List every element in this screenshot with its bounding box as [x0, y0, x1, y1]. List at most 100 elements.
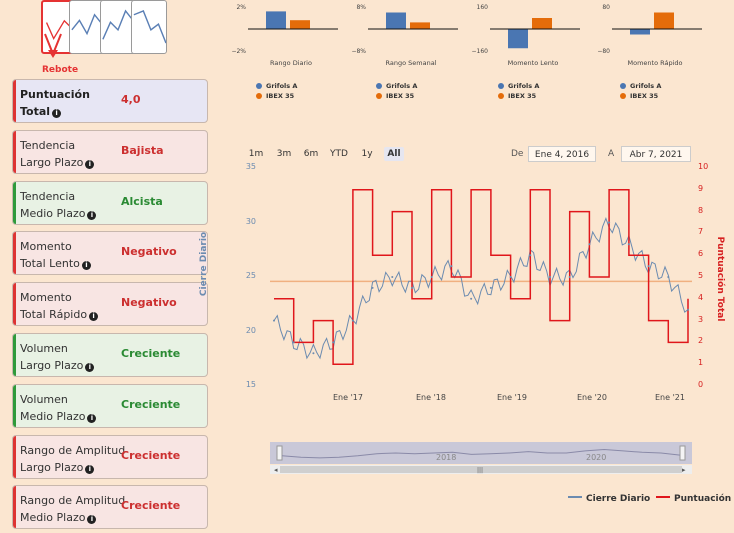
indicator-card[interactable]: Rango de Amplitud Largo Plazo i Creciente: [12, 434, 208, 479]
indicator-card[interactable]: Momento Total Rápido i Negativo: [12, 282, 208, 327]
right-tick: 2: [698, 336, 704, 346]
price-point: [430, 276, 433, 278]
navigator-label-2020: 2020: [586, 453, 607, 462]
navigator-handle-right[interactable]: [679, 445, 686, 461]
info-icon[interactable]: i: [89, 312, 99, 322]
scroll-grip-icon: |||: [477, 467, 483, 474]
range-button-6m[interactable]: 6m: [303, 149, 319, 159]
indicator-accent: [13, 334, 16, 376]
mini-bar: [266, 11, 286, 29]
range-button-ytd[interactable]: YTD: [330, 149, 348, 159]
legend-label: Grifols A: [630, 82, 662, 90]
indicator-label-line1: Momento: [20, 240, 72, 254]
pattern-thumb-4[interactable]: [131, 0, 167, 54]
indicator-label-line2: Largo Plazo: [20, 155, 84, 169]
mini-legend-series1[interactable]: Grifols A: [376, 82, 417, 90]
indicator-card[interactable]: Volumen Largo Plazo i Creciente: [12, 333, 208, 377]
right-tick: 3: [698, 314, 704, 324]
indicator-card[interactable]: Rango de Amplitud Medio Plazo i Creciente: [12, 485, 208, 530]
info-icon[interactable]: i: [87, 413, 97, 423]
navigator-handle-left[interactable]: [276, 445, 283, 461]
info-icon[interactable]: i: [52, 109, 62, 118]
indicator-label: Volumen Largo Plazo i: [20, 340, 95, 374]
scroll-right-icon[interactable]: ▸: [682, 466, 686, 474]
price-point: [568, 276, 571, 278]
info-icon[interactable]: i: [87, 210, 97, 220]
mini-chart-ymin: −2%: [231, 48, 246, 55]
indicator-card[interactable]: Volumen Medio Plazo i Creciente: [12, 383, 208, 428]
navigator-scroll-thumb[interactable]: [280, 466, 682, 473]
range-button-all[interactable]: All: [384, 147, 404, 161]
info-icon[interactable]: i: [81, 261, 91, 271]
price-point: [332, 341, 335, 344]
indicator-label-line2: Largo Plazo: [20, 460, 84, 474]
navigator[interactable]: ◂ ▸ |||: [270, 440, 692, 474]
legend-dot: [498, 83, 504, 89]
mini-chart-4[interactable]: [612, 2, 702, 54]
indicator-card[interactable]: Tendencia Medio Plazo i Alcista: [12, 180, 208, 225]
legend-price[interactable]: Cierre Diario: [568, 494, 650, 504]
indicator-label-line1: Tendencia: [20, 189, 76, 203]
legend-dot: [376, 93, 382, 99]
info-icon[interactable]: i: [85, 464, 95, 474]
mini-legend-series2[interactable]: IBEX 35: [620, 92, 658, 100]
indicator-value: 4,0: [121, 93, 141, 106]
indicator-label-line1: Puntuación: [20, 88, 90, 101]
price-point: [687, 308, 689, 311]
mini-chart-2[interactable]: [368, 2, 458, 54]
left-tick: 20: [245, 325, 256, 335]
mini-chart-1[interactable]: [248, 2, 338, 54]
right-tick: 10: [698, 162, 709, 171]
right-tick: 9: [698, 183, 704, 193]
mini-legend-series1[interactable]: Grifols A: [498, 82, 539, 90]
right-tick: 0: [698, 380, 704, 389]
mini-chart-ymin: −8%: [351, 48, 366, 55]
indicator-card[interactable]: Tendencia Largo Plazo i Bajista: [12, 129, 208, 174]
price-point: [509, 276, 512, 278]
mini-chart-ymax: 160: [476, 4, 488, 11]
legend-price-swatch: [568, 496, 582, 498]
price-point: [273, 319, 275, 322]
mini-chart-3[interactable]: [490, 2, 580, 54]
scroll-left-icon[interactable]: ◂: [274, 466, 278, 474]
mini-chart-ymax: 8%: [356, 4, 366, 11]
indicator-card[interactable]: Momento Total Lento i Negativo: [12, 231, 208, 276]
date-to-input[interactable]: Abr 7, 2021: [621, 146, 691, 162]
legend-dot: [376, 83, 382, 89]
mini-legend-series1[interactable]: Grifols A: [256, 82, 297, 90]
navigator-window[interactable]: [270, 442, 692, 464]
pattern-thumb-2[interactable]: [69, 0, 105, 54]
info-icon[interactable]: i: [85, 363, 95, 372]
rebote-arrow-icon: [44, 33, 62, 58]
price-point: [489, 286, 492, 289]
info-icon[interactable]: i: [87, 515, 97, 525]
mini-bar: [386, 12, 406, 29]
legend-score[interactable]: Puntuación: [656, 494, 731, 504]
left-tick: 35: [245, 162, 256, 171]
range-button-3m[interactable]: 3m: [276, 149, 292, 159]
mini-chart-ymax: 2%: [236, 4, 246, 11]
price-point: [351, 319, 354, 322]
indicator-accent: [13, 130, 16, 173]
indicator-accent: [13, 80, 16, 122]
pattern-thumb-3[interactable]: [100, 0, 136, 54]
mini-legend-series1[interactable]: Grifols A: [620, 82, 661, 90]
indicator-value: Creciente: [121, 397, 181, 411]
main-chart-plot[interactable]: [270, 168, 692, 386]
price-point: [549, 276, 551, 278]
indicator-card[interactable]: Puntuación Total i 4,0: [12, 79, 208, 123]
mini-legend-series2[interactable]: IBEX 35: [256, 92, 294, 100]
range-button-1y[interactable]: 1y: [361, 149, 373, 159]
date-from-input[interactable]: Ene 4, 2016: [528, 146, 596, 162]
mini-legend-series2[interactable]: IBEX 35: [376, 92, 414, 100]
legend-label: Grifols A: [386, 82, 418, 90]
pattern-label: Rebote: [42, 65, 79, 75]
x-tick: Ene '17: [333, 393, 363, 402]
legend-dot: [620, 93, 626, 99]
mini-legend-series2[interactable]: IBEX 35: [498, 92, 536, 100]
indicator-label-line2: Largo Plazo: [20, 359, 84, 372]
info-icon[interactable]: i: [85, 159, 95, 169]
mini-bar: [532, 18, 552, 29]
mini-chart-title: Rango Diario: [270, 59, 312, 67]
range-button-1m[interactable]: 1m: [248, 149, 264, 159]
